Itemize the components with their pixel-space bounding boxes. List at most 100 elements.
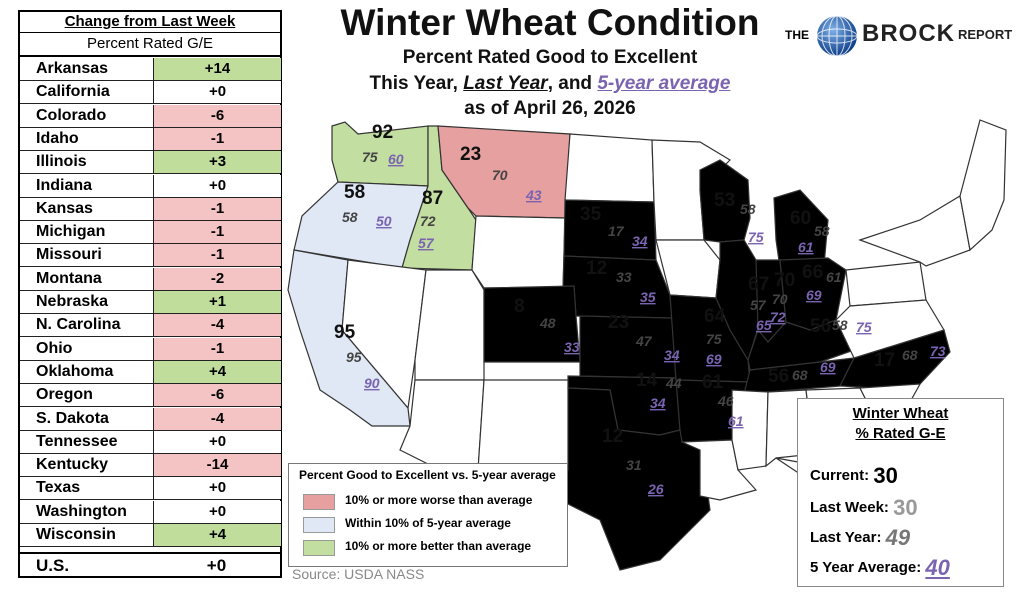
state-id-avg: 57 xyxy=(418,235,435,251)
row-change-value: -14 xyxy=(153,454,281,477)
state-ar-current: 61 xyxy=(702,372,724,393)
subtitle-line-2: This Year, Last Year, and 5-year average xyxy=(300,73,800,95)
us-change: +0 xyxy=(206,556,227,575)
table-row: Colorado -6 xyxy=(20,104,281,128)
summary-current-value: 30 xyxy=(873,463,898,488)
row-change-value: +0 xyxy=(153,174,281,197)
table-row: Michigan -1 xyxy=(20,221,281,245)
state-co-avg: 33 xyxy=(564,339,580,355)
state-il-current: 67 xyxy=(748,274,769,295)
state-ms xyxy=(731,389,769,471)
state-ne-current: 12 xyxy=(586,258,607,279)
legend-swatch-worse xyxy=(303,494,335,510)
state-sd-last-year: 17 xyxy=(608,223,625,239)
brock-report-logo: THE BROCK REPORT xyxy=(785,14,1012,58)
state-mt-avg: 43 xyxy=(525,187,542,203)
state-tn-avg: 69 xyxy=(820,359,836,375)
state-wi-avg: 75 xyxy=(748,229,764,245)
state-oh-avg: 69 xyxy=(806,287,822,303)
state-wa-avg: 60 xyxy=(388,151,404,167)
table-row: Arkansas +14 xyxy=(20,58,281,81)
summary-avg-value: 40 xyxy=(925,555,950,580)
table-row: California +0 xyxy=(20,81,281,105)
subtitle-date: as of April 26, 2026 xyxy=(464,98,636,119)
summary-lastyear-value: 49 xyxy=(885,525,911,550)
table-header-title: Change from Last Week xyxy=(20,12,280,33)
state-id-current: 87 xyxy=(422,188,443,209)
state-in-avg: 72 xyxy=(770,309,786,325)
us-total-row: U.S. +0 xyxy=(20,552,280,578)
row-change-value: +4 xyxy=(153,360,281,383)
source-note: Source: USDA NASS xyxy=(292,566,425,582)
state-wa-last-year: 75 xyxy=(362,149,378,165)
state-wy xyxy=(471,215,566,289)
state-co-current: 8 xyxy=(514,296,525,317)
summary-avg: 5 Year Average: 40 xyxy=(810,555,950,581)
row-change-value: -1 xyxy=(153,244,281,267)
row-change-value: -1 xyxy=(153,221,281,244)
state-or-last-year: 58 xyxy=(342,209,358,225)
state-il-avg: 65 xyxy=(756,317,772,333)
state-ca-avg: 90 xyxy=(364,375,380,391)
table-row: Illinois +3 xyxy=(20,151,281,175)
legend-swatch-within xyxy=(303,517,335,533)
page-title: Winter Wheat Condition xyxy=(340,2,760,43)
summary-current: Current: 30 xyxy=(810,463,898,489)
state-nc-avg: 73 xyxy=(930,343,946,359)
summary-lastweek-label: Last Week: xyxy=(810,498,889,516)
row-state-name: Illinois xyxy=(36,153,87,171)
summary-lastyear: Last Year: 49 xyxy=(810,525,910,551)
state-ne-last-year: 33 xyxy=(616,269,632,285)
table-row: Washington +0 xyxy=(20,500,281,524)
table-row: Missouri -1 xyxy=(20,244,281,268)
table-row: Texas +0 xyxy=(20,477,281,501)
logo-brock: BROCK xyxy=(862,20,955,47)
summary-subtitle: % Rated G-E xyxy=(855,425,946,442)
row-change-value: +4 xyxy=(153,524,281,546)
national-summary-box: Winter Wheat % Rated G-E Current: 30 Las… xyxy=(797,398,1004,587)
state-ne-states xyxy=(959,119,1007,252)
summary-title: Winter Wheat xyxy=(852,405,949,422)
row-change-value: +0 xyxy=(153,500,281,523)
state-or-current: 58 xyxy=(344,182,365,203)
row-change-value: +0 xyxy=(153,81,281,104)
row-change-value: -6 xyxy=(153,384,281,407)
state-co-last-year: 48 xyxy=(539,315,556,331)
row-state-name: Oregon xyxy=(36,386,93,404)
row-change-value: +3 xyxy=(153,151,281,174)
summary-current-label: Current: xyxy=(810,466,870,484)
table-row: Kansas -1 xyxy=(20,197,281,221)
summary-lastweek-value: 30 xyxy=(893,495,918,520)
state-wi-last-year: 58 xyxy=(740,201,756,217)
state-mo-avg: 69 xyxy=(706,351,722,367)
legend-label-better: 10% or more better than average xyxy=(345,539,532,553)
row-change-value: +0 xyxy=(153,477,281,500)
state-ok-last-year: 44 xyxy=(665,375,682,391)
state-ny xyxy=(858,195,971,267)
row-state-name: Ohio xyxy=(36,339,73,357)
state-ar-last-year: 46 xyxy=(717,393,734,409)
state-ky-current: 56 xyxy=(810,316,831,337)
state-or-avg: 50 xyxy=(376,213,392,229)
state-tx-avg: 26 xyxy=(647,481,664,497)
row-state-name: Missouri xyxy=(36,246,102,264)
row-state-name: Kansas xyxy=(36,199,93,217)
state-ne xyxy=(562,255,673,319)
logo-report: REPORT xyxy=(958,27,1013,42)
row-change-value: +0 xyxy=(153,430,281,453)
state-mo-last-year: 75 xyxy=(706,331,722,347)
table-row: Idaho -1 xyxy=(20,127,281,151)
row-state-name: S. Dakota xyxy=(36,409,109,427)
table-row: Indiana +0 xyxy=(20,174,281,198)
globe-icon xyxy=(816,15,858,57)
subtitle-line-1: Percent Rated Good to Excellent xyxy=(402,47,698,68)
legend-label-worse: 10% or more worse than average xyxy=(345,493,533,507)
row-state-name: Kentucky xyxy=(36,456,109,474)
legend-title: Percent Good to Excellent vs. 5-year ave… xyxy=(299,468,556,482)
state-in-last-year: 70 xyxy=(772,291,788,307)
row-state-name: N. Carolina xyxy=(36,316,121,334)
state-wi-current: 53 xyxy=(714,190,735,211)
state-az xyxy=(399,379,485,471)
table-header-subtitle: Percent Rated G/E xyxy=(20,33,280,57)
